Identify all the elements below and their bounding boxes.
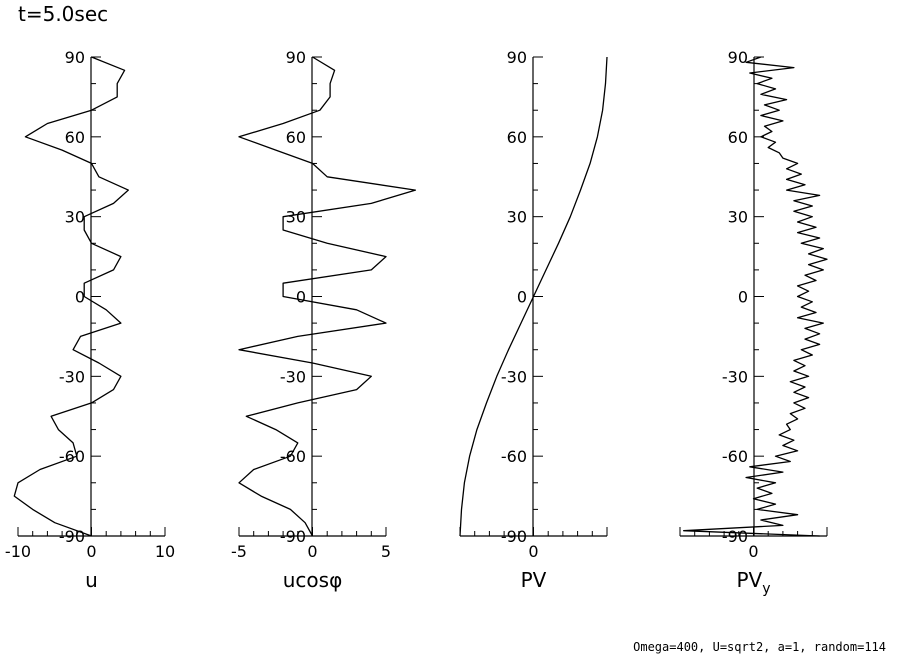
y-tick-label: 30 xyxy=(65,208,85,227)
x-tick-label: -10 xyxy=(5,542,31,561)
chart-panel-4: -90 -60 -30 0 30 60 90 0 PVy xyxy=(679,48,828,597)
y-tick-label: -60 xyxy=(722,447,748,466)
y-tick-label: 60 xyxy=(65,128,85,147)
y-tick-label: 60 xyxy=(507,128,527,147)
y-tick-label: 0 xyxy=(75,288,85,307)
y-tick-label: -90 xyxy=(722,527,748,546)
chart-panel-3: -90 -60 -30 0 30 60 90 0 PV xyxy=(459,48,608,592)
y-tick-label: -90 xyxy=(59,527,85,546)
chart-panel-1: -90 -60 -30 0 30 60 90 -10 0 10 u xyxy=(5,48,175,592)
y-tick-label: -30 xyxy=(501,367,527,386)
parameter-footer: Omega=400, U=sqrt2, a=1, random=114 xyxy=(633,640,886,654)
x-axis-label: PV xyxy=(521,568,547,592)
y-tick-label: -90 xyxy=(501,527,527,546)
y-tick-label: -60 xyxy=(501,447,527,466)
y-tick-label: -30 xyxy=(59,367,85,386)
y-tick-label: 30 xyxy=(728,208,748,227)
series-line xyxy=(459,56,608,537)
x-tick-label: 0 xyxy=(307,542,317,561)
y-tick-label: -60 xyxy=(59,447,85,466)
y-tick-label: -30 xyxy=(722,367,748,386)
y-tick-label: 90 xyxy=(286,48,306,67)
series-line xyxy=(683,56,828,537)
x-tick-label: 5 xyxy=(381,542,391,561)
x-axis-label: ucosφ xyxy=(283,568,343,592)
y-tick-label: -30 xyxy=(280,367,306,386)
x-tick-label: 0 xyxy=(86,542,96,561)
y-tick-label: 90 xyxy=(507,48,527,67)
x-axis-label: u xyxy=(85,568,98,592)
y-tick-label: 60 xyxy=(286,128,306,147)
chart-title: t=5.0sec xyxy=(18,2,109,26)
y-tick-label: 0 xyxy=(738,288,748,307)
x-tick-label: -5 xyxy=(231,542,247,561)
y-tick-label: 0 xyxy=(517,288,527,307)
x-tick-label: 10 xyxy=(155,542,175,561)
x-axis-label: PVy xyxy=(736,568,770,597)
y-tick-label: 0 xyxy=(296,288,306,307)
y-tick-label: 90 xyxy=(728,48,748,67)
x-tick-label: 0 xyxy=(748,542,758,561)
y-tick-label: 30 xyxy=(507,208,527,227)
chart-panel-2: -90 -60 -30 0 30 60 90 -5 0 5 ucosφ xyxy=(231,48,417,592)
y-tick-label: -60 xyxy=(280,447,306,466)
y-tick-label: -90 xyxy=(280,527,306,546)
y-tick-label: 90 xyxy=(65,48,85,67)
y-tick-label: 60 xyxy=(728,128,748,147)
series-line xyxy=(13,56,129,537)
x-tick-label: 0 xyxy=(528,542,538,561)
series-line xyxy=(238,56,417,537)
y-tick-label: 30 xyxy=(286,208,306,227)
